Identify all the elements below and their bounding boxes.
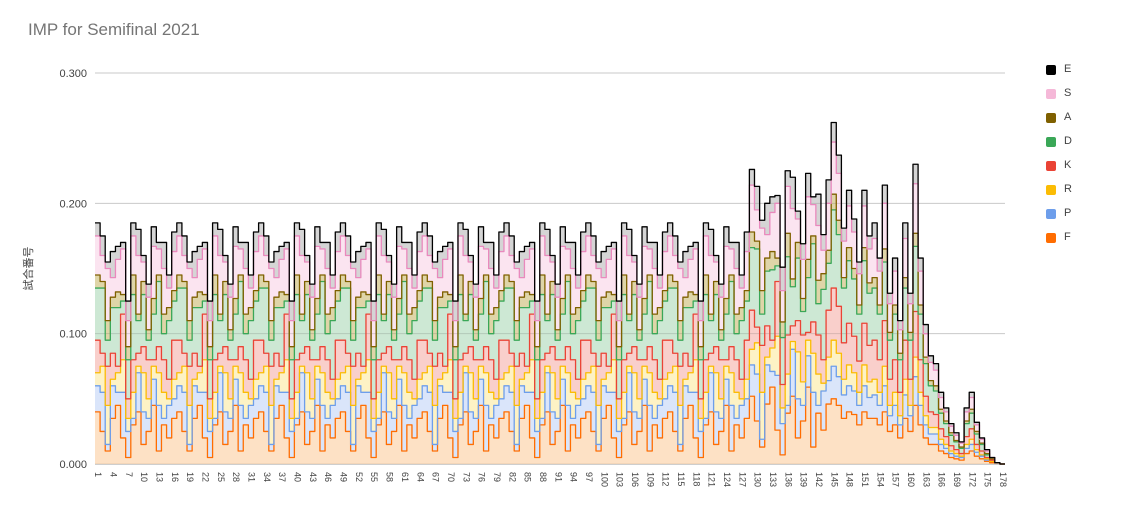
legend-label: A: [1064, 111, 1072, 123]
svg-text:19: 19: [185, 472, 195, 482]
svg-text:109: 109: [645, 472, 655, 487]
legend-swatch: [1046, 112, 1056, 123]
legend-swatch: [1046, 136, 1056, 147]
svg-text:52: 52: [354, 472, 364, 482]
svg-text:64: 64: [415, 472, 425, 482]
svg-text:55: 55: [369, 472, 379, 482]
svg-text:118: 118: [691, 472, 701, 486]
svg-text:88: 88: [538, 472, 548, 482]
svg-text:73: 73: [461, 472, 471, 482]
legend-label: D: [1064, 135, 1072, 147]
legend-swatch: [1046, 184, 1056, 195]
svg-text:46: 46: [323, 472, 333, 482]
legend-swatch: [1046, 208, 1056, 219]
svg-text:151: 151: [860, 472, 870, 487]
svg-text:79: 79: [492, 472, 502, 482]
svg-text:121: 121: [707, 472, 717, 487]
svg-text:124: 124: [722, 472, 732, 487]
svg-text:145: 145: [829, 472, 839, 487]
svg-text:178: 178: [998, 472, 1008, 487]
svg-text:85: 85: [523, 472, 533, 482]
svg-text:148: 148: [845, 472, 855, 487]
svg-text:0.300: 0.300: [59, 68, 87, 80]
legend-item[interactable]: K: [1046, 160, 1072, 171]
svg-text:40: 40: [293, 472, 303, 482]
svg-text:67: 67: [431, 472, 441, 482]
legend-item[interactable]: F: [1046, 232, 1072, 243]
svg-text:0.100: 0.100: [59, 329, 87, 341]
svg-text:142: 142: [814, 472, 824, 487]
legend-label: F: [1064, 231, 1071, 243]
svg-text:25: 25: [216, 472, 226, 482]
svg-text:34: 34: [262, 472, 272, 482]
svg-text:10: 10: [139, 472, 149, 482]
svg-text:133: 133: [768, 472, 778, 487]
legend-item[interactable]: S: [1046, 88, 1072, 99]
svg-text:43: 43: [308, 472, 318, 482]
svg-text:4: 4: [109, 472, 119, 477]
svg-text:58: 58: [385, 472, 395, 482]
legend-item[interactable]: R: [1046, 184, 1072, 195]
chart-legend: E S A D K R P F: [1046, 64, 1072, 243]
legend-label: K: [1064, 159, 1072, 171]
svg-text:130: 130: [753, 472, 763, 487]
legend-label: E: [1064, 63, 1072, 75]
svg-text:22: 22: [201, 472, 211, 482]
svg-text:70: 70: [446, 472, 456, 482]
svg-text:106: 106: [630, 472, 640, 487]
svg-text:127: 127: [737, 472, 747, 487]
svg-text:175: 175: [983, 472, 993, 487]
svg-text:100: 100: [599, 472, 609, 487]
svg-text:166: 166: [937, 472, 947, 487]
svg-text:37: 37: [277, 472, 287, 482]
svg-text:139: 139: [799, 472, 809, 487]
svg-text:82: 82: [507, 472, 517, 482]
svg-text:28: 28: [231, 472, 241, 482]
svg-text:61: 61: [400, 472, 410, 482]
svg-text:136: 136: [783, 472, 793, 487]
legend-swatch: [1046, 88, 1056, 99]
svg-text:94: 94: [569, 472, 579, 482]
chart-title: IMP for Semifinal 2021: [28, 20, 200, 39]
svg-text:157: 157: [891, 472, 901, 487]
legend-label: R: [1064, 183, 1072, 195]
legend-swatch: [1046, 64, 1056, 75]
legend-label: P: [1064, 207, 1072, 219]
legend-label: S: [1064, 87, 1072, 99]
svg-text:1: 1: [93, 472, 103, 477]
legend-item[interactable]: D: [1046, 136, 1072, 147]
svg-text:115: 115: [676, 472, 686, 486]
svg-text:76: 76: [477, 472, 487, 482]
svg-text:16: 16: [170, 472, 180, 482]
legend-swatch: [1046, 232, 1056, 243]
svg-text:0.200: 0.200: [59, 198, 87, 210]
svg-text:13: 13: [155, 472, 165, 482]
svg-text:163: 163: [921, 472, 931, 487]
svg-text:103: 103: [615, 472, 625, 487]
svg-text:154: 154: [875, 472, 885, 487]
svg-text:31: 31: [247, 472, 257, 482]
svg-text:172: 172: [967, 472, 977, 487]
svg-text:7: 7: [124, 472, 134, 477]
legend-item[interactable]: A: [1046, 112, 1072, 123]
svg-text:169: 169: [952, 472, 962, 487]
svg-text:試合番号: 試合番号: [21, 247, 35, 291]
svg-text:49: 49: [339, 472, 349, 482]
svg-text:97: 97: [584, 472, 594, 482]
svg-text:0.000: 0.000: [59, 459, 87, 471]
legend-item[interactable]: E: [1046, 64, 1072, 75]
svg-text:160: 160: [906, 472, 916, 487]
svg-text:91: 91: [553, 472, 563, 482]
svg-text:112: 112: [661, 472, 671, 486]
legend-item[interactable]: P: [1046, 208, 1072, 219]
legend-swatch: [1046, 160, 1056, 171]
